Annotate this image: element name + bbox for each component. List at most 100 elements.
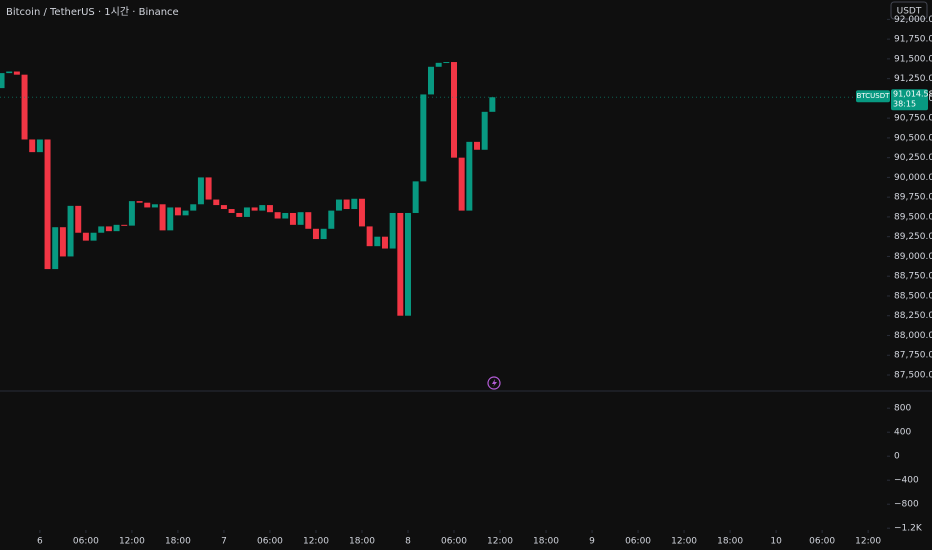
candle-body	[320, 228, 327, 240]
candle-body	[121, 224, 128, 226]
y-tick-label: 90,000.00	[894, 173, 932, 183]
candle-body	[236, 212, 243, 217]
x-tick-label: 7	[221, 537, 227, 547]
y-tick-label: 91,250.00	[894, 74, 932, 84]
candle-body	[251, 207, 258, 211]
candle-body	[343, 199, 350, 210]
candle-body	[451, 62, 457, 158]
candle-body	[21, 74, 28, 140]
x-tick-label: 18:00	[717, 537, 743, 547]
candle-body	[312, 228, 319, 240]
candle-body	[197, 177, 204, 205]
candle-body	[481, 111, 488, 150]
lightning-icon[interactable]	[487, 376, 501, 390]
y-tick-label: 88,500.00	[894, 291, 932, 301]
candle-body	[335, 199, 342, 211]
candle-body	[366, 226, 373, 247]
candle-body	[328, 210, 335, 229]
y-tick-label: 90,750.00	[894, 114, 932, 124]
candle-body	[443, 62, 450, 64]
candle-body	[128, 201, 135, 226]
x-tick-label: 06:00	[625, 537, 651, 547]
y-tick-label: −1.2K	[894, 524, 923, 534]
price-tag	[891, 89, 928, 111]
candle-body	[6, 71, 13, 74]
x-tick-label: 06:00	[441, 537, 467, 547]
candle-body	[466, 141, 473, 211]
candle-body	[404, 212, 411, 316]
candle-body	[228, 209, 235, 213]
symbol-tag	[856, 90, 890, 103]
y-tick-label: 87,750.00	[894, 351, 932, 361]
y-tick-label: 90,250.00	[894, 153, 932, 163]
currency-button[interactable]	[890, 1, 928, 20]
candle-body	[243, 207, 250, 217]
chart-title: Bitcoin / TetherUS · 1시간 · Binance	[6, 6, 179, 18]
x-tick-label: 6	[37, 537, 43, 547]
candle-body	[29, 139, 36, 153]
candle-body	[0, 73, 5, 89]
y-tick-label: 800	[894, 404, 911, 414]
y-tick-label: 91,750.00	[894, 35, 932, 45]
x-tick-label: 18:00	[165, 537, 191, 547]
candle-body	[182, 210, 189, 216]
countdown-label: 38:15	[893, 100, 916, 109]
candle-body	[59, 227, 66, 257]
candle-body	[159, 204, 166, 231]
currency-button-label[interactable]: USDT	[897, 7, 922, 17]
candle-body	[351, 198, 358, 210]
candle-body	[213, 199, 220, 206]
candle-body	[297, 212, 304, 225]
symbol-tag-label: BTCUSDT	[857, 92, 891, 100]
x-tick-label: 06:00	[73, 537, 99, 547]
candle-body	[174, 207, 181, 216]
candle-body	[220, 205, 227, 210]
candle-body	[266, 205, 273, 213]
candle-body	[144, 202, 151, 208]
x-tick-label: 12:00	[855, 537, 881, 547]
x-tick-label: 06:00	[257, 537, 283, 547]
candle-body	[420, 94, 427, 182]
y-tick-label: 88,750.00	[894, 272, 932, 282]
x-tick-label: 12:00	[303, 537, 329, 547]
price-tag-label: 91,014.58	[893, 90, 932, 99]
candle-body	[381, 236, 388, 249]
candle-body	[397, 212, 404, 316]
y-tick-label: 91,500.00	[894, 54, 932, 64]
candle-body	[289, 212, 296, 225]
y-tick-label: 88,250.00	[894, 311, 932, 321]
candle-body	[151, 204, 158, 208]
x-tick-label: 06:00	[809, 537, 835, 547]
candle-body	[190, 204, 197, 211]
candle-body	[259, 205, 266, 211]
y-tick-label: 0	[894, 452, 900, 462]
candle-body	[435, 62, 442, 67]
candle-body	[36, 139, 43, 153]
candle-body	[52, 227, 59, 270]
candle-body	[489, 97, 496, 112]
y-tick-label: −800	[894, 500, 919, 510]
candle-body	[412, 181, 419, 213]
candle-body	[82, 232, 89, 241]
candle-body	[44, 139, 51, 270]
x-tick-label: 8	[405, 537, 411, 547]
y-tick-label: 89,750.00	[894, 193, 932, 203]
candle-body	[13, 71, 20, 75]
x-tick-label: 12:00	[487, 537, 513, 547]
candle-body	[358, 198, 365, 227]
candle-body	[389, 212, 396, 249]
y-tick-label: −400	[894, 476, 919, 486]
x-tick-label: 10	[770, 537, 782, 547]
candle-body	[205, 177, 212, 200]
candle-body	[305, 212, 312, 229]
candle-body	[374, 236, 381, 247]
x-tick-label: 9	[589, 537, 595, 547]
candle-body	[98, 226, 105, 233]
candle-body	[167, 207, 174, 231]
x-tick-label: 12:00	[119, 537, 145, 547]
x-tick-label: 18:00	[349, 537, 375, 547]
candle-body	[67, 205, 74, 257]
y-tick-label: 87,500.00	[894, 370, 932, 380]
candle-body	[90, 232, 97, 241]
